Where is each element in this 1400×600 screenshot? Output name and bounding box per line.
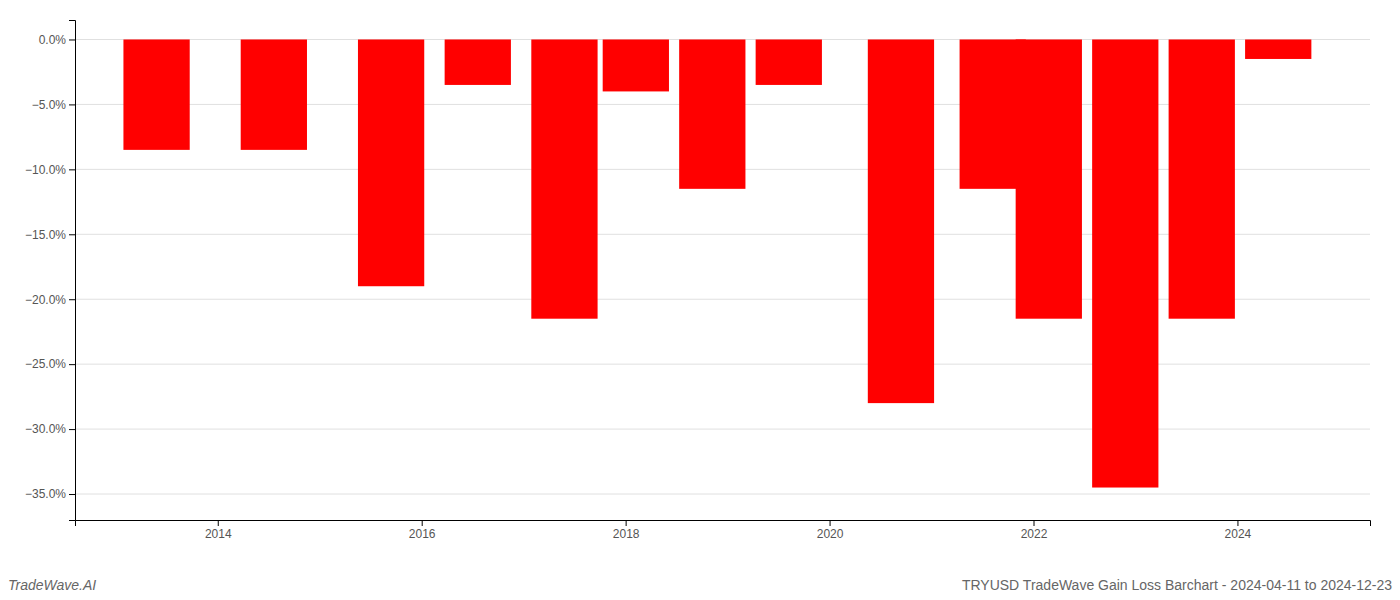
tick-label: −15.0% bbox=[25, 228, 66, 242]
tick-mark bbox=[69, 39, 75, 40]
tick-label: 2020 bbox=[817, 527, 844, 541]
tick-mark bbox=[69, 429, 75, 430]
tick-mark bbox=[218, 520, 219, 526]
grid bbox=[75, 39, 1370, 494]
grid-line bbox=[75, 429, 1370, 430]
tick-label: 2016 bbox=[409, 527, 436, 541]
bar bbox=[358, 39, 424, 286]
bar bbox=[1016, 39, 1082, 318]
tick-label: −35.0% bbox=[25, 487, 66, 501]
bar bbox=[868, 39, 934, 403]
bar bbox=[1092, 39, 1158, 487]
y-tick: 0.0% bbox=[39, 33, 75, 47]
tick-label: 2018 bbox=[613, 527, 640, 541]
tick-mark bbox=[1034, 520, 1035, 526]
y-tick: −5.0% bbox=[32, 98, 75, 112]
chart: 0.0% −5.0% −10.0% −15.0% −20.0% −25.0% −30.0% −… bbox=[0, 0, 1400, 600]
y-tick: −20.0% bbox=[25, 293, 75, 307]
tick-mark bbox=[1237, 520, 1238, 526]
bars bbox=[123, 39, 1311, 487]
tick-mark bbox=[69, 234, 75, 235]
x-tick: 2016 bbox=[409, 520, 436, 541]
bar bbox=[1169, 39, 1235, 318]
tick-label: −5.0% bbox=[32, 98, 67, 112]
x-tick: 2024 bbox=[1225, 520, 1252, 541]
bar bbox=[123, 39, 189, 149]
tick-mark bbox=[626, 520, 627, 526]
x-tick: 2022 bbox=[1021, 520, 1048, 541]
x-axis: 2014 2016 2018 2020 2022 2024 bbox=[76, 520, 1371, 541]
grid-line bbox=[75, 364, 1370, 365]
tick-mark bbox=[69, 104, 75, 105]
y-tick: −30.0% bbox=[25, 422, 75, 436]
tick-mark bbox=[830, 520, 831, 526]
tick-label: −30.0% bbox=[25, 422, 66, 436]
y-tick: −10.0% bbox=[25, 163, 75, 177]
tick-label: −10.0% bbox=[25, 163, 66, 177]
bar bbox=[445, 39, 511, 84]
axis-line bbox=[69, 21, 76, 521]
axis-line bbox=[76, 521, 1371, 527]
tick-label: −25.0% bbox=[25, 357, 66, 371]
tick-label: 2024 bbox=[1225, 527, 1252, 541]
bar bbox=[603, 39, 669, 91]
bar bbox=[679, 39, 745, 188]
tick-label: −20.0% bbox=[25, 293, 66, 307]
tick-mark bbox=[69, 364, 75, 365]
tick-label: 2022 bbox=[1021, 527, 1048, 541]
x-tick: 2014 bbox=[205, 520, 232, 541]
watermark: TradeWave.AI bbox=[8, 577, 96, 593]
x-tick: 2020 bbox=[817, 520, 844, 541]
tick-label: 2014 bbox=[205, 527, 232, 541]
y-tick: −15.0% bbox=[25, 228, 75, 242]
tick-mark bbox=[69, 299, 75, 300]
y-axis: 0.0% −5.0% −10.0% −15.0% −20.0% −25.0% −30.0% −… bbox=[25, 21, 76, 521]
tick-mark bbox=[422, 520, 423, 526]
tick-mark bbox=[69, 494, 75, 495]
x-tick: 2018 bbox=[613, 520, 640, 541]
plot: 0.0% −5.0% −10.0% −15.0% −20.0% −25.0% −30.0% −… bbox=[25, 21, 1371, 541]
tick-label: 0.0% bbox=[39, 33, 67, 47]
bar bbox=[756, 39, 822, 84]
bar bbox=[531, 39, 597, 318]
bar bbox=[241, 39, 307, 149]
grid-line bbox=[75, 494, 1370, 495]
bar bbox=[1245, 39, 1311, 58]
title: TRYUSD TradeWave Gain Loss Barchart - 20… bbox=[962, 577, 1392, 593]
tick-mark bbox=[69, 169, 75, 170]
y-tick: −35.0% bbox=[25, 487, 75, 501]
y-tick: −25.0% bbox=[25, 357, 75, 371]
